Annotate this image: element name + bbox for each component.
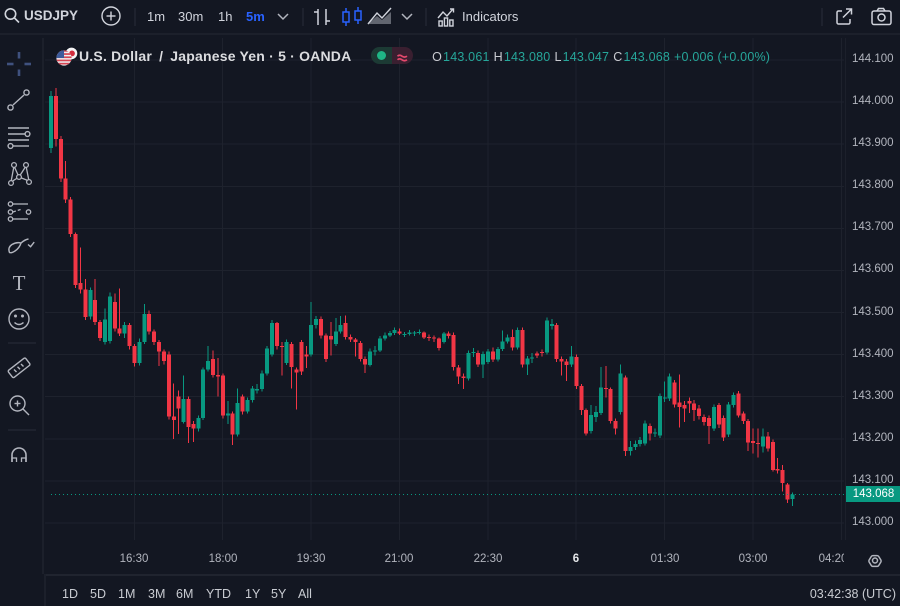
- svg-text:1m: 1m: [147, 9, 165, 24]
- svg-text:USDJPY: USDJPY: [24, 8, 78, 23]
- svg-text:1h: 1h: [218, 9, 232, 24]
- svg-text:5m: 5m: [246, 9, 265, 24]
- svg-text:T: T: [13, 271, 26, 295]
- svg-text:Indicators: Indicators: [462, 9, 519, 24]
- svg-text:30m: 30m: [178, 9, 203, 24]
